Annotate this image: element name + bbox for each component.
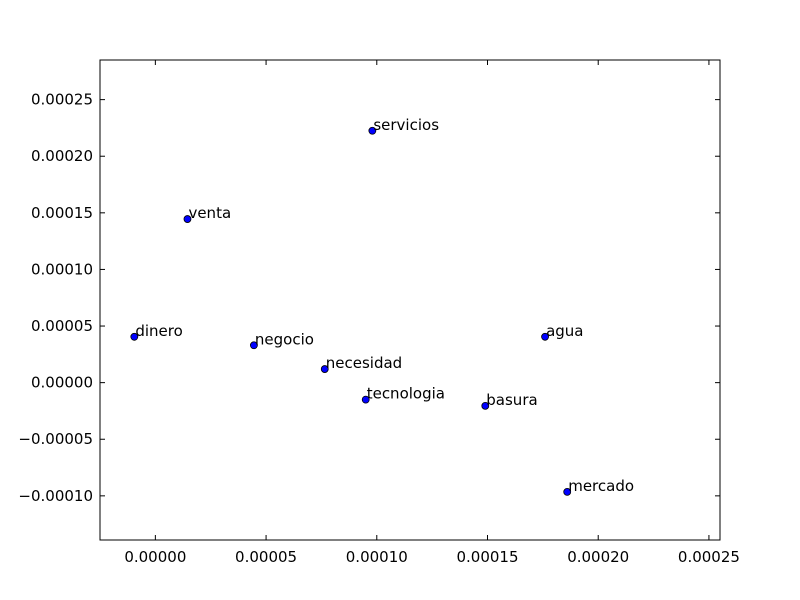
scatter-point	[563, 487, 572, 496]
x-tick-label: 0.00010	[346, 548, 408, 566]
point-label: dinero	[135, 322, 182, 340]
point-label: agua	[546, 322, 583, 340]
y-tick-label: −0.00010	[18, 487, 93, 505]
y-tick-label: 0.00025	[31, 91, 93, 109]
x-tick-label: 0.00015	[456, 548, 518, 566]
y-tick-label: 0.00015	[31, 204, 93, 222]
x-tick-label: 0.00000	[124, 548, 186, 566]
y-tick-label: 0.00020	[31, 147, 93, 165]
y-tick-label: 0.00005	[31, 317, 93, 335]
y-tick-label: −0.00005	[18, 430, 93, 448]
scatter-point	[249, 341, 258, 350]
x-tick-label: 0.00020	[567, 548, 629, 566]
y-tick-label: 0.00000	[31, 374, 93, 392]
scatter-point	[541, 332, 549, 341]
point-label: necesidad	[326, 354, 402, 372]
point-label: negocio	[255, 330, 314, 348]
x-tick-label: 0.00005	[235, 548, 297, 566]
x-tick-label: 0.00025	[678, 548, 740, 566]
point-label: tecnologia	[367, 385, 445, 403]
point-label: basura	[486, 391, 537, 409]
y-tick-label: 0.00010	[31, 260, 93, 278]
point-label: venta	[188, 204, 231, 222]
scatter-point	[320, 365, 329, 373]
scatter-point	[183, 215, 192, 223]
point-label: mercado	[568, 477, 634, 495]
point-label: servicios	[373, 116, 439, 134]
scatter-point	[361, 395, 370, 404]
scatter-point	[130, 332, 139, 341]
axes-frame	[99, 59, 721, 541]
scatter-point	[481, 401, 490, 410]
scatter-point	[368, 126, 377, 135]
plot-area: 0.00000 0.00005 0.00010 0.00015 0.00020 0.000…	[18, 59, 740, 566]
